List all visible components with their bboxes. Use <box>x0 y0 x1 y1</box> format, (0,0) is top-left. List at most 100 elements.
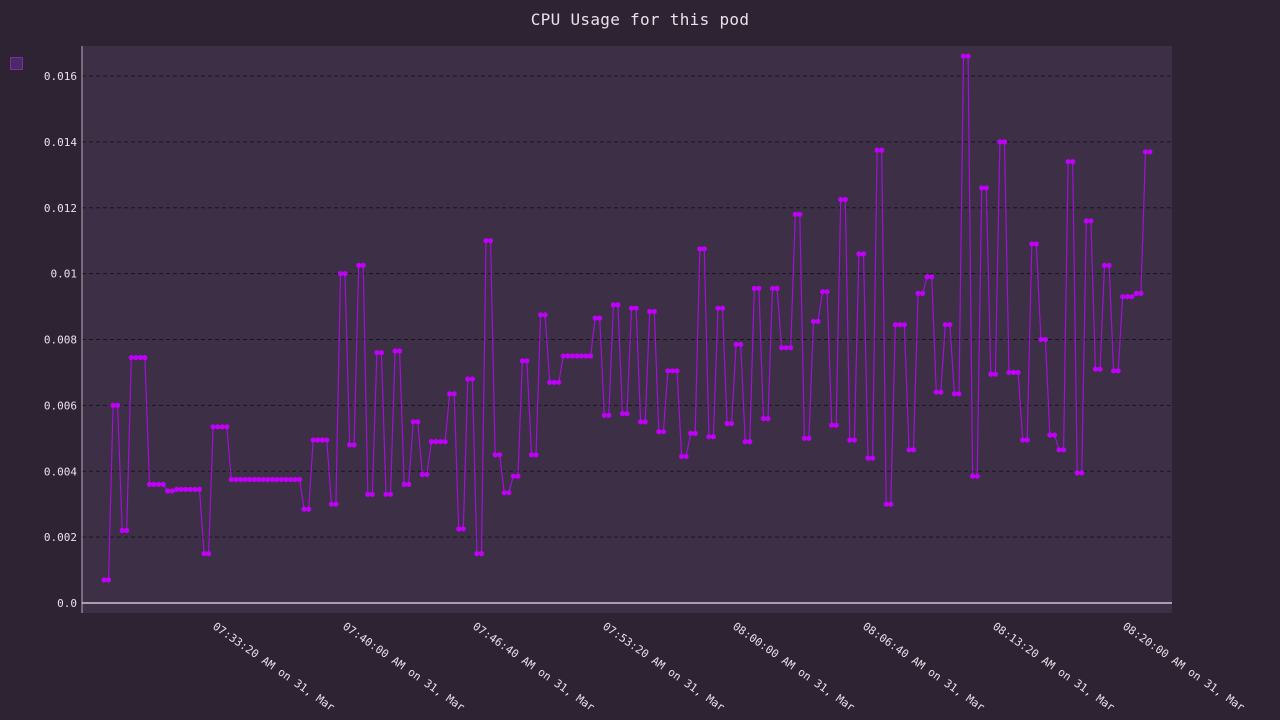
data-point <box>392 348 398 354</box>
data-point <box>351 442 357 448</box>
data-point <box>569 353 576 359</box>
data-point <box>269 476 275 483</box>
data-point <box>965 53 971 59</box>
y-tick-label: 0.008 <box>44 334 77 347</box>
data-point <box>410 419 416 425</box>
data-point <box>447 391 453 397</box>
data-point <box>897 322 903 328</box>
data-point <box>101 577 107 583</box>
y-tick-label: 0.006 <box>44 399 77 412</box>
x-tick-label: 08:00:00 AM on 31, Mar <box>730 620 857 714</box>
data-point <box>933 389 939 395</box>
data-point <box>988 371 994 377</box>
data-point <box>397 348 403 354</box>
data-point <box>551 379 557 385</box>
data-point <box>883 501 889 507</box>
data-point <box>628 305 635 311</box>
data-point <box>560 353 566 359</box>
data-point <box>242 476 248 483</box>
x-tick-labels: 07:33:20 AM on 31, Mar 07:40:00 AM on 31,… <box>210 620 1247 714</box>
data-point <box>538 312 544 318</box>
data-point <box>951 391 958 397</box>
data-point <box>251 476 257 483</box>
data-point <box>660 429 667 435</box>
data-point <box>942 322 948 328</box>
y-tick-label: 0.012 <box>44 202 77 215</box>
data-point <box>1092 366 1098 372</box>
data-point <box>824 289 830 295</box>
data-point <box>860 251 867 257</box>
data-point <box>688 430 694 436</box>
data-point <box>110 402 116 408</box>
data-point <box>424 471 430 478</box>
data-point <box>592 315 598 321</box>
data-point <box>1115 368 1121 374</box>
data-point <box>146 481 153 487</box>
data-point <box>674 368 680 374</box>
data-point <box>310 437 316 443</box>
data-point <box>233 476 239 483</box>
data-point <box>474 551 480 557</box>
data-point <box>1029 241 1035 247</box>
data-point <box>865 455 871 461</box>
data-point <box>192 486 198 492</box>
data-point <box>319 437 325 443</box>
legend-swatch[interactable] <box>10 57 23 70</box>
data-point <box>1011 369 1017 375</box>
data-point <box>1120 294 1126 300</box>
data-point <box>1111 368 1117 374</box>
data-point <box>765 416 771 422</box>
data-point <box>1074 470 1080 476</box>
data-point <box>283 476 289 483</box>
data-point <box>801 435 808 441</box>
data-point <box>196 486 203 492</box>
data-point <box>301 506 307 512</box>
data-point <box>378 350 384 356</box>
data-point <box>683 453 689 459</box>
data-point <box>597 315 603 321</box>
data-point <box>156 481 162 487</box>
data-point <box>815 318 821 324</box>
data-point <box>610 302 617 308</box>
chart-title: CPU Usage for this pod <box>530 10 750 29</box>
data-point <box>583 353 589 359</box>
data-point <box>574 353 580 359</box>
data-point <box>115 402 121 408</box>
data-point <box>201 551 207 557</box>
data-point <box>760 416 767 422</box>
data-point <box>533 452 539 458</box>
data-point <box>847 437 853 443</box>
data-point <box>228 476 234 483</box>
data-point <box>838 196 844 203</box>
data-point <box>565 353 571 359</box>
data-point <box>792 211 798 217</box>
y-tick-label: 0.002 <box>44 531 77 544</box>
data-point <box>333 501 339 507</box>
data-point <box>1065 159 1071 165</box>
data-point <box>870 455 876 461</box>
data-point <box>219 424 225 430</box>
x-tick-label: 07:40:00 AM on 31, Mar <box>340 620 467 714</box>
data-point <box>374 350 380 356</box>
y-tick-label: 0.004 <box>44 465 77 478</box>
data-point <box>515 473 521 479</box>
data-point <box>1033 241 1039 247</box>
data-point <box>769 285 776 291</box>
data-point <box>265 476 271 483</box>
data-point <box>128 355 134 361</box>
data-point <box>1051 432 1058 438</box>
data-point <box>519 358 526 364</box>
data-point <box>178 486 184 492</box>
data-point <box>856 251 862 257</box>
data-point <box>406 481 412 487</box>
data-point <box>524 358 530 364</box>
data-point <box>119 527 125 534</box>
data-point <box>183 486 189 492</box>
data-point <box>342 271 348 277</box>
data-point <box>679 453 685 459</box>
data-point <box>124 527 130 534</box>
data-point <box>497 452 503 458</box>
data-point <box>833 422 839 428</box>
data-point <box>506 490 512 496</box>
